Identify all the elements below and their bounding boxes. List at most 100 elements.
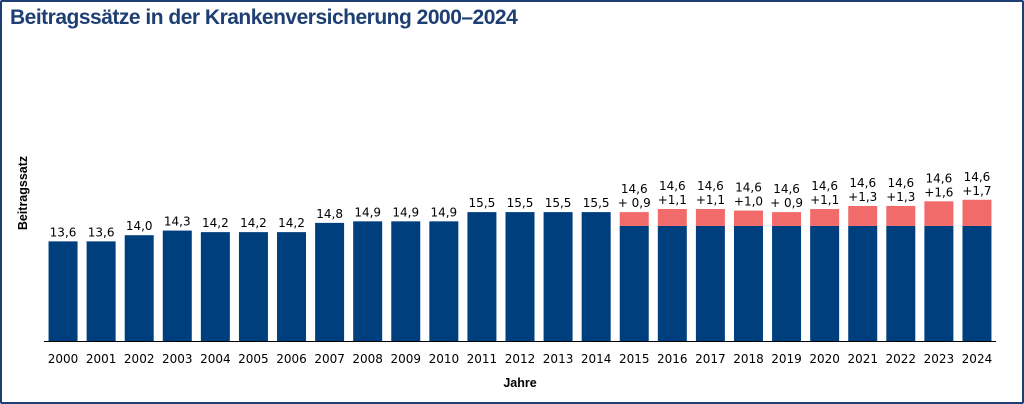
chart-title: Beitragssätze in der Krankenversicherung… [10, 6, 518, 29]
x-axis-label: Jahre [503, 376, 536, 390]
bar-base-2018 [733, 225, 763, 341]
x-tick-label-2011: 2011 [467, 352, 498, 366]
x-tick-label-2014: 2014 [581, 352, 612, 366]
data-label-base-2000: 13,6 [50, 225, 77, 239]
x-tick-label-2002: 2002 [124, 352, 155, 366]
x-tick-label-2020: 2020 [809, 352, 840, 366]
x-tick-label-2024: 2024 [962, 352, 993, 366]
x-tick-label-2022: 2022 [886, 352, 917, 366]
bar-base-2000 [48, 241, 78, 341]
bar-base-2020 [810, 225, 840, 341]
bar-extra-2018 [733, 210, 763, 226]
x-tick-label-2016: 2016 [657, 352, 688, 366]
bar-base-2011 [467, 212, 497, 341]
y-axis-label: Beitragssatz [16, 156, 30, 230]
data-label-base-2022: 14,6 [887, 176, 914, 190]
data-label-extra-2021: +1,3 [848, 190, 877, 204]
x-tick-label-2001: 2001 [86, 352, 117, 366]
bar-base-2006 [277, 232, 307, 341]
bar-base-2002 [124, 235, 154, 341]
x-tick-label-2009: 2009 [390, 352, 421, 366]
data-label-base-2017: 14,6 [697, 179, 724, 193]
data-label-base-2020: 14,6 [811, 179, 838, 193]
x-tick-label-2006: 2006 [276, 352, 307, 366]
bar-base-2023 [924, 225, 954, 341]
data-label-extra-2019: + 0,9 [770, 196, 803, 210]
x-tick-label-2000: 2000 [48, 352, 79, 366]
data-label-base-2001: 13,6 [88, 225, 115, 239]
bar-extra-2022 [886, 205, 916, 226]
bar-extra-2023 [924, 201, 954, 226]
x-tick-labels-group: 2000 2001 2002 2003 2004 2005 2006 2007 2008 2009… [48, 352, 992, 366]
bar-base-2015 [619, 225, 649, 341]
x-tick-label-2003: 2003 [162, 352, 193, 366]
data-label-extra-2020: +1,1 [810, 193, 839, 207]
data-label-base-2008: 14,9 [354, 205, 381, 219]
x-tick-label-2005: 2005 [238, 352, 269, 366]
data-label-base-2015: 14,6 [621, 182, 648, 196]
x-tick-label-2019: 2019 [771, 352, 802, 366]
data-label-base-2019: 14,6 [773, 182, 800, 196]
data-label-base-2009: 14,9 [392, 205, 419, 219]
bar-extra-2015 [619, 212, 649, 226]
data-label-extra-2015: + 0,9 [618, 196, 651, 210]
bar-base-2003 [162, 230, 192, 341]
bar-extra-2020 [810, 209, 840, 226]
data-label-base-2013: 15,5 [545, 196, 572, 210]
x-tick-label-2012: 2012 [505, 352, 536, 366]
x-tick-label-2008: 2008 [352, 352, 383, 366]
data-label-base-2010: 14,9 [430, 205, 457, 219]
data-label-extra-2022: +1,3 [886, 190, 915, 204]
bars-group [48, 199, 992, 341]
x-tick-label-2007: 2007 [314, 352, 345, 366]
data-label-extra-2024: +1,7 [962, 184, 991, 198]
bar-extra-2024 [962, 199, 992, 226]
data-label-base-2005: 14,2 [240, 216, 267, 230]
data-label-base-2021: 14,6 [849, 176, 876, 190]
data-label-base-2002: 14,0 [126, 219, 153, 233]
bar-extra-2019 [772, 212, 802, 226]
bar-extra-2016 [657, 209, 687, 226]
data-label-base-2007: 14,8 [316, 207, 343, 221]
x-tick-label-2013: 2013 [543, 352, 574, 366]
bar-base-2005 [238, 232, 268, 341]
data-label-base-2016: 14,6 [659, 179, 686, 193]
bar-extra-2021 [848, 205, 878, 226]
bar-base-2007 [315, 222, 345, 341]
data-labels-group: 13,6 13,6 14,0 14,3 14,2 14,2 14,2 14,8 14,9 14,9… [50, 170, 992, 240]
x-tick-label-2015: 2015 [619, 352, 650, 366]
x-tick-label-2021: 2021 [847, 352, 878, 366]
bar-base-2014 [581, 212, 611, 341]
x-tick-label-2004: 2004 [200, 352, 231, 366]
x-tick-label-2010: 2010 [429, 352, 460, 366]
bar-extra-2017 [695, 209, 725, 226]
x-tick-label-2023: 2023 [924, 352, 955, 366]
bar-base-2016 [657, 225, 687, 341]
x-tick-label-2017: 2017 [695, 352, 726, 366]
data-label-base-2012: 15,5 [507, 196, 534, 210]
bar-base-2022 [886, 225, 916, 341]
bar-base-2017 [695, 225, 725, 341]
bar-base-2008 [353, 221, 383, 341]
data-label-extra-2017: +1,1 [696, 193, 725, 207]
data-label-base-2014: 15,5 [583, 196, 610, 210]
bar-base-2019 [772, 225, 802, 341]
bar-base-2012 [505, 212, 535, 341]
data-label-extra-2023: +1,6 [924, 185, 953, 199]
data-label-base-2003: 14,3 [164, 215, 191, 229]
bar-base-2010 [429, 221, 459, 341]
bar-base-2021 [848, 225, 878, 341]
data-label-base-2004: 14,2 [202, 216, 229, 230]
data-label-extra-2018: +1,0 [734, 195, 763, 209]
x-tick-label-2018: 2018 [733, 352, 764, 366]
data-label-base-2023: 14,6 [926, 171, 953, 185]
data-label-base-2018: 14,6 [735, 181, 762, 195]
data-label-base-2011: 15,5 [469, 196, 496, 210]
data-label-base-2006: 14,2 [278, 216, 305, 230]
data-label-base-2024: 14,6 [964, 170, 991, 184]
bar-base-2024 [962, 225, 992, 341]
data-label-extra-2016: +1,1 [658, 193, 687, 207]
bar-base-2013 [543, 212, 573, 341]
bar-base-2001 [86, 241, 116, 341]
